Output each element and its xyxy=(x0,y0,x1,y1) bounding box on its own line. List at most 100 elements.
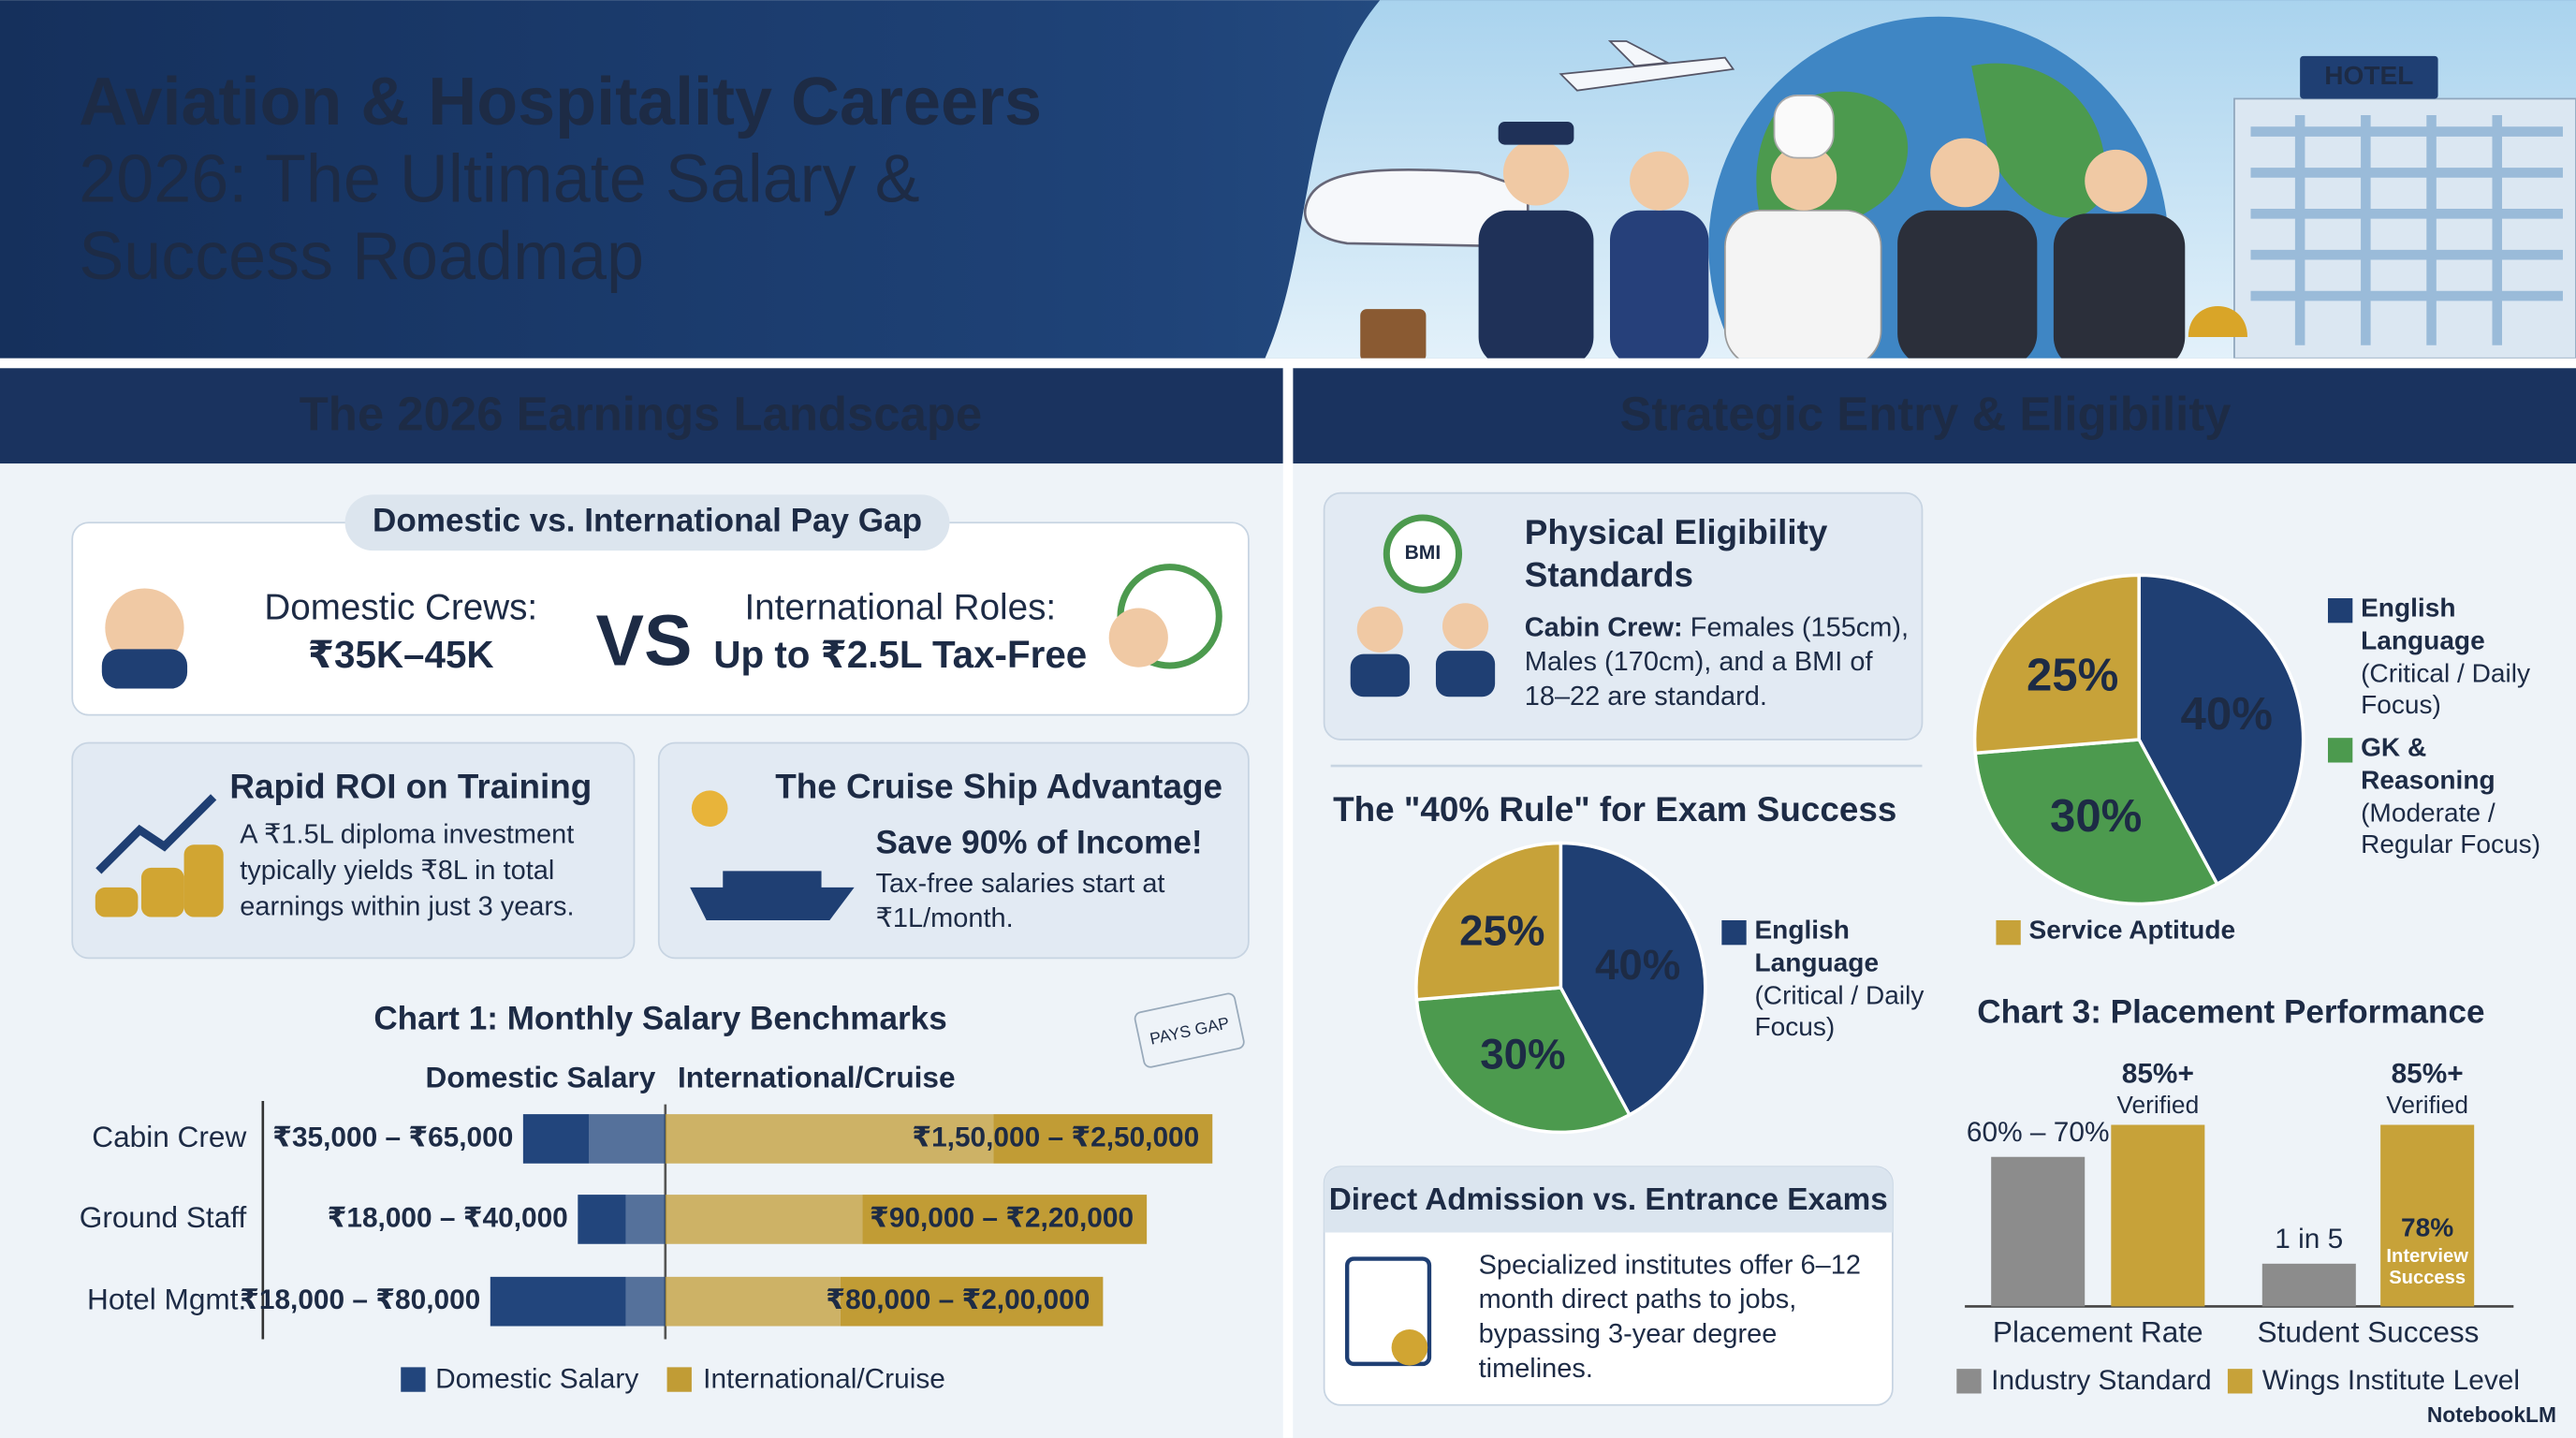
person-icon xyxy=(1356,606,1403,653)
legend-label: Wings Institute Level xyxy=(2262,1365,2520,1396)
legend-swatch xyxy=(2327,738,2353,763)
value-label: ₹18,000 – ₹40,000 xyxy=(328,1202,568,1233)
title-line: Aviation & Hospitality Careers xyxy=(79,65,1042,139)
legend-note: (Moderate / Regular Focus) xyxy=(2361,800,2541,860)
legend-note: (Critical / Daily Focus) xyxy=(2361,660,2531,720)
legend-label-box: GK & Reasoning xyxy=(2361,734,2496,796)
legend-swatch xyxy=(2227,1369,2253,1394)
eligibility-text-box: Cabin Crew: Females (155cm), Males (170c… xyxy=(1525,611,1912,715)
legend-label: English Language xyxy=(2361,594,2485,656)
category-label: Placement Rate xyxy=(1993,1315,2203,1349)
legend-swatch xyxy=(1996,920,2021,946)
pay-gap-value: ₹35K–45K xyxy=(308,633,494,676)
annotation-text: Interview Success xyxy=(2386,1247,2468,1289)
legend-label: GK & Reasoning xyxy=(2361,734,2496,796)
slice-label: 25% xyxy=(2027,651,2118,701)
title-line: 2026: The Ultimate Salary & xyxy=(79,142,919,217)
legend-note-box: (Critical / Daily Focus) xyxy=(2361,660,2531,720)
suitcase xyxy=(1360,309,1427,359)
crew-icon-body xyxy=(101,649,188,689)
pay-gap-value: Up to ₹2.5L Tax-Free xyxy=(713,633,1087,676)
roi-title: Rapid ROI on Training xyxy=(229,767,592,805)
legend-note-box: (Moderate / Regular Focus) xyxy=(2361,800,2541,860)
plane-small xyxy=(1559,40,1735,92)
value-label: ₹1,50,000 – ₹2,50,000 xyxy=(912,1122,1199,1152)
legend-swatch xyxy=(1721,920,1747,946)
stamp-text: PAYS GAP xyxy=(1149,1013,1231,1048)
eligibility-text: Cabin Crew: Females (155cm), Males (170c… xyxy=(1525,611,1912,715)
value-label: ₹18,000 – ₹80,000 xyxy=(240,1284,480,1315)
hotel-sign xyxy=(2300,55,2438,99)
value-label: 60% – 70% xyxy=(1967,1117,2110,1148)
legend-note: (Critical / Daily Focus) xyxy=(1754,982,1925,1042)
legend-label: International/Cruise xyxy=(703,1363,945,1394)
admission-title: Direct Admission vs. Entrance Exams xyxy=(1329,1182,1888,1217)
hotel-sign-text: HOTEL xyxy=(2324,61,2413,90)
column-head: International/Cruise xyxy=(678,1061,956,1094)
value-note: Verified xyxy=(2386,1091,2468,1119)
person-icon-body xyxy=(1435,651,1496,697)
section-title: The 2026 Earnings Landscape xyxy=(300,387,983,440)
value-label: ₹35,000 – ₹65,000 xyxy=(272,1122,513,1152)
value-label: 85%+ xyxy=(2122,1059,2194,1090)
legend-label: Service Aptitude xyxy=(2028,917,2236,946)
bar-range xyxy=(490,1276,626,1327)
value-note: Verified xyxy=(2116,1091,2199,1119)
pie-slice xyxy=(1414,986,1632,1135)
pay-gap-label: Domestic Crews: xyxy=(264,587,537,627)
bar-range xyxy=(840,1276,1104,1327)
pie-slice xyxy=(1414,841,1563,1002)
hotel-bell xyxy=(2188,306,2247,337)
legend-label-box: English Language xyxy=(2361,594,2485,656)
crew-icon xyxy=(105,588,184,668)
bar-base xyxy=(625,1195,666,1244)
plane-large xyxy=(1303,169,1530,248)
cruise-text: Tax-free salaries start at ₹1L/month. xyxy=(875,869,1165,934)
staff-figures xyxy=(1478,95,2186,359)
legend-swatch xyxy=(401,1367,426,1392)
value-label: 85%+ xyxy=(2392,1059,2464,1090)
versus: VS xyxy=(595,600,692,681)
chart-title: The "40% Rule" for Exam Success xyxy=(1333,790,1896,829)
section-title: Strategic Entry & Eligibility xyxy=(1619,387,2232,440)
bar xyxy=(1991,1156,2086,1307)
bar-base xyxy=(665,1195,863,1244)
annotation-text-box: Interview Success xyxy=(2386,1247,2468,1289)
admission-text-box: Specialized institutes offer 6–12 month … xyxy=(1478,1250,1861,1384)
category-label: Student Success xyxy=(2257,1315,2479,1349)
bmi-badge-text: BMI xyxy=(1405,542,1442,564)
person-icon-body xyxy=(1350,653,1410,697)
category-label: Hotel Mgmt. xyxy=(87,1283,246,1316)
slice-label: 30% xyxy=(2050,791,2142,842)
eligibility-body: Females (155cm), Males (170cm), and a BM… xyxy=(1524,612,1910,712)
pie-slice xyxy=(1973,738,2220,906)
slice-label: 40% xyxy=(2181,689,2273,740)
bar-base xyxy=(665,1276,841,1327)
admission-header xyxy=(1324,1167,1893,1233)
sun-icon xyxy=(691,790,728,827)
roi-text: A ₹1.5L diploma investment typically yie… xyxy=(240,819,575,922)
admission-text: Specialized institutes offer 6–12 month … xyxy=(1478,1250,1861,1384)
bar-range xyxy=(522,1114,589,1164)
slice-label: 30% xyxy=(1480,1031,1565,1078)
hotel-building xyxy=(2233,97,2576,359)
bmi-badge xyxy=(1383,514,1463,594)
section-header-bar xyxy=(0,368,1283,464)
value-label: ₹80,000 – ₹2,00,000 xyxy=(826,1284,1090,1315)
pie-slice xyxy=(2137,573,2305,887)
header-rule xyxy=(0,358,2576,369)
pay-gap-title: Domestic vs. International Pay Gap xyxy=(373,503,922,539)
bar xyxy=(2261,1263,2356,1307)
cruise-highlight: Save 90% of Income! xyxy=(875,825,1202,861)
bar-range xyxy=(862,1195,1148,1244)
section-divider xyxy=(1282,368,1294,1438)
eligibility-title-box: Physical Eligibility Standards xyxy=(1524,514,1828,595)
eligibility-title: Physical Eligibility Standards xyxy=(1524,514,1828,595)
cruise-title: The Cruise Ship Advantage xyxy=(775,767,1222,805)
legend-label: Domestic Salary xyxy=(435,1363,638,1394)
title-line: Success Roadmap xyxy=(79,219,644,294)
legend-note-box: (Critical / Daily Focus) xyxy=(1754,982,1925,1042)
person-icon xyxy=(1442,603,1489,650)
